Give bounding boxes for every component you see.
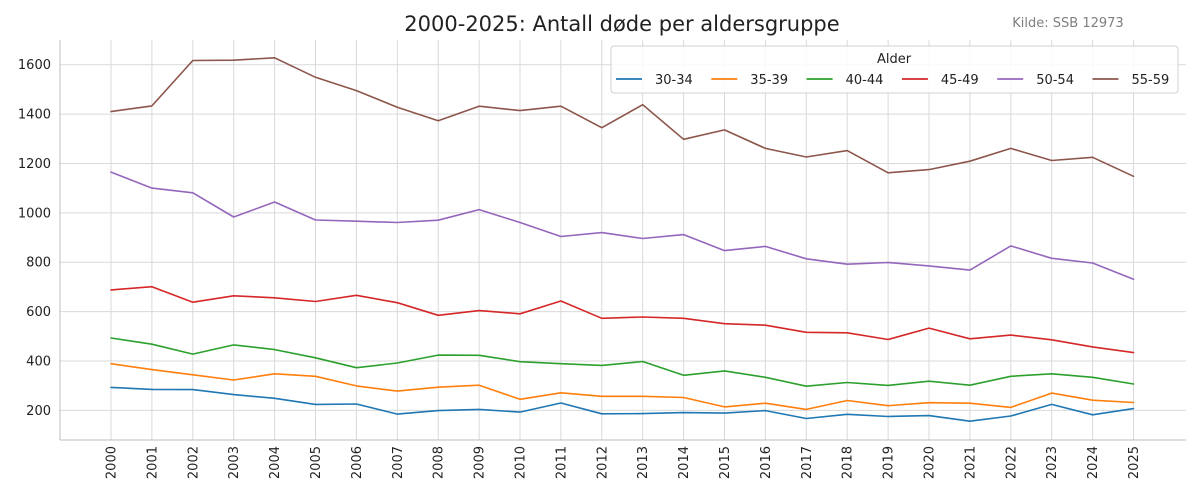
- x-tick-label: 2022: [1004, 446, 1019, 479]
- series-line-45-49: [110, 285, 1135, 354]
- series-line-35-39: [110, 362, 1135, 411]
- x-tick-label: 2020: [923, 446, 938, 479]
- x-tick-label: 2018: [841, 446, 856, 479]
- series-line-50-54: [110, 171, 1135, 281]
- y-axis-ticks: 200 400 600 800 1000 1200 1400 1600: [18, 58, 51, 419]
- series-line-40-44: [110, 337, 1135, 388]
- source-note: Kilde: SSB 12973: [1012, 16, 1123, 31]
- legend-label-55-59: 55-59: [1132, 73, 1170, 88]
- legend-label-45-49: 45-49: [941, 73, 979, 88]
- grid: [60, 40, 1186, 440]
- x-tick-label: 2003: [227, 446, 242, 479]
- x-tick-label: 2006: [350, 446, 365, 479]
- series-lines: [110, 56, 1135, 423]
- x-tick-label: 2004: [268, 446, 283, 479]
- x-tick-label: 2000: [105, 446, 120, 479]
- legend-box: [610, 45, 1179, 94]
- x-tick-label: 2012: [595, 446, 610, 479]
- x-tick-label: 2011: [554, 446, 569, 479]
- x-tick-label: 2013: [636, 446, 651, 479]
- x-tick-label: 2010: [514, 446, 529, 479]
- legend-items: 30-34 35-39 40-44 45-49 50-54 55-59: [616, 73, 1169, 88]
- legend: Alder 30-34 35-39 40-44 45-49 50-54 55-59: [610, 45, 1179, 94]
- x-tick-label: 2014: [677, 446, 692, 479]
- x-tick-label: 2021: [963, 446, 978, 479]
- legend-label-30-34: 30-34: [655, 73, 693, 88]
- y-tick-label: 1600: [18, 58, 51, 73]
- x-tick-label: 2019: [882, 446, 897, 479]
- x-tick-label: 2002: [186, 446, 201, 479]
- x-tick-label: 2025: [1127, 446, 1142, 479]
- y-tick-label: 1200: [18, 157, 51, 172]
- legend-title: Alder: [877, 52, 912, 67]
- y-tick-label: 800: [26, 256, 51, 271]
- axes: [59, 40, 1186, 441]
- x-tick-label: 2007: [391, 446, 406, 479]
- x-tick-label: 2009: [473, 446, 488, 479]
- x-tick-label: 2016: [759, 446, 774, 479]
- series-line-55-59: [110, 56, 1135, 178]
- x-tick-label: 2023: [1045, 446, 1060, 479]
- x-tick-label: 2005: [309, 446, 324, 479]
- x-tick-label: 2008: [432, 446, 447, 479]
- series-line-30-34: [110, 386, 1135, 423]
- x-tick-label: 2024: [1086, 446, 1101, 479]
- legend-label-40-44: 40-44: [846, 73, 884, 88]
- legend-label-35-39: 35-39: [750, 73, 788, 88]
- y-tick-label: 1400: [18, 108, 51, 123]
- y-tick-label: 200: [26, 404, 51, 419]
- x-tick-label: 2017: [800, 446, 815, 479]
- x-axis-ticks: 2000 2001 2002 2003 2004 2005 2006 2007 2008 2009…: [105, 446, 1143, 479]
- x-tick-label: 2015: [718, 446, 733, 479]
- legend-label-50-54: 50-54: [1036, 73, 1074, 88]
- y-tick-label: 400: [26, 354, 51, 369]
- y-tick-label: 1000: [18, 206, 51, 221]
- x-tick-label: 2001: [145, 446, 160, 479]
- y-tick-label: 600: [26, 305, 51, 320]
- chart-title: 2000-2025: Antall døde per aldersgruppe: [404, 12, 839, 36]
